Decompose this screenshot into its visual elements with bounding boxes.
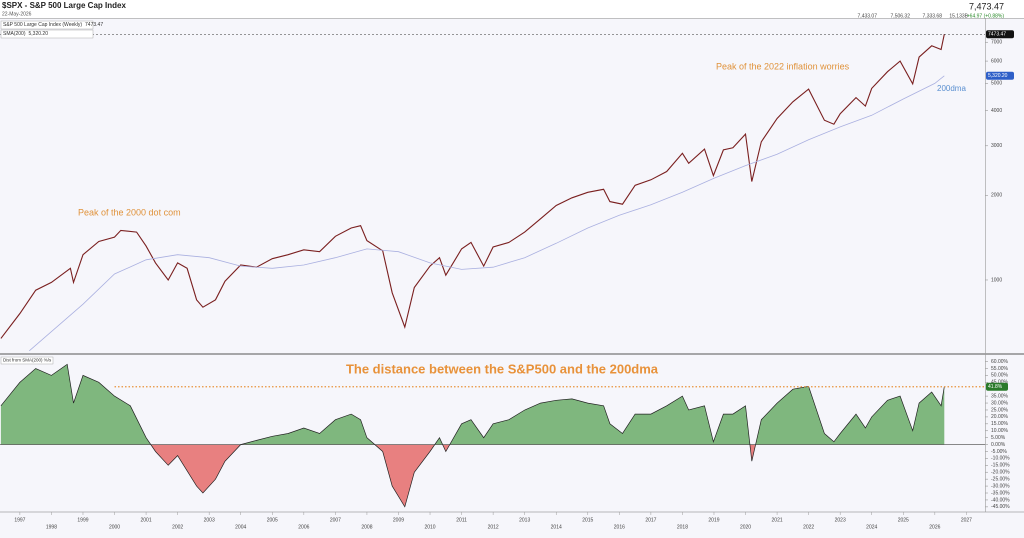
y-tick-label: 1000	[991, 277, 1002, 283]
y-tick-label: 45.00%	[991, 380, 1009, 386]
y-tick-label: 15.00%	[991, 421, 1009, 427]
x-tick-label: 2008	[361, 524, 372, 530]
header-last: 7,473.47	[969, 1, 1004, 11]
x-tick-label: 2006	[298, 524, 309, 530]
y-tick-label: -40.00%	[991, 497, 1010, 503]
x-tick-label: 2002	[172, 524, 183, 530]
annotation: The distance between the S&P500 and the …	[346, 361, 659, 376]
value-marker-label: 41.8%	[988, 384, 1003, 390]
legend-entry: SMA(200) 5,320.20	[3, 31, 48, 37]
y-tick-label: -20.00%	[991, 470, 1010, 476]
y-tick-label: 60.00%	[991, 359, 1009, 365]
x-tick-label: 2004	[235, 524, 246, 530]
x-tick-label: 2022	[803, 524, 814, 530]
area-negative	[150, 444, 756, 507]
price-marker-label: 5,320.20	[988, 73, 1008, 79]
y-tick-label: -10.00%	[991, 456, 1010, 462]
legend-box	[0, 29, 94, 39]
x-tick-label: 2003	[204, 517, 215, 523]
x-tick-label: 2000	[109, 524, 120, 530]
header-open: 7,433.07	[858, 13, 878, 19]
y-tick-label: 50.00%	[991, 373, 1009, 379]
y-tick-label: 10.00%	[991, 428, 1009, 434]
price-line	[0, 34, 945, 339]
y-tick-label: -25.00%	[991, 476, 1010, 482]
legend-name: SMA(200)	[3, 31, 26, 37]
x-tick-label: 1999	[77, 517, 88, 523]
annotation: Peak of the 2000 dot com	[78, 207, 181, 217]
x-tick-label: 2023	[835, 517, 846, 523]
x-tick-label: 2024	[866, 524, 877, 530]
x-tick-label: 2018	[677, 524, 688, 530]
header-title: $SPX - S&P 500 Large Cap Index	[2, 1, 126, 10]
x-tick-label: 2007	[330, 517, 341, 523]
x-tick-label: 2017	[645, 517, 656, 523]
header-date: 22-May-2026	[2, 11, 32, 17]
x-tick-label: 2014	[551, 524, 562, 530]
y-tick-label: 35.00%	[991, 393, 1009, 399]
x-tick-label: 2010	[424, 524, 435, 530]
y-tick-label: 4000	[991, 108, 1002, 114]
y-tick-label: -5.00%	[991, 449, 1007, 455]
y-tick-label: -15.00%	[991, 463, 1010, 469]
y-tick-label: 7000	[991, 40, 1002, 46]
x-tick-label: 2027	[961, 517, 972, 523]
price-line	[29, 75, 945, 352]
header-high: 7,506.32	[891, 13, 911, 19]
distance-line	[0, 363, 945, 508]
y-tick-label: 5.00%	[991, 435, 1006, 441]
header-low: 7,333.68	[923, 13, 943, 19]
y-tick-label: -30.00%	[991, 483, 1010, 489]
y-tick-label: 25.00%	[991, 407, 1009, 413]
y-tick-label: 0.00%	[991, 442, 1006, 448]
x-tick-label: 2026	[929, 524, 940, 530]
annotation: Peak of the 2022 inflation worries	[716, 61, 850, 71]
legend-box	[0, 20, 94, 30]
legend-entry: S&P 500 Large Cap Index (Weekly) 7473.47	[3, 22, 103, 28]
x-tick-label: 2011	[456, 517, 467, 523]
y-tick-label: 55.00%	[991, 366, 1009, 372]
y-tick-label: 5000	[991, 81, 1002, 87]
legend-name: S&P 500 Large Cap Index (Weekly)	[3, 22, 82, 28]
y-tick-label: 30.00%	[991, 400, 1009, 406]
x-tick-label: 1998	[46, 524, 57, 530]
legend-entry: Dist from SMA(200) %/s	[3, 358, 52, 363]
x-tick-label: 2019	[708, 517, 719, 523]
annotation: 200dma	[937, 84, 966, 93]
y-tick-label: 6000	[991, 58, 1002, 64]
x-tick-label: 2021	[772, 517, 783, 523]
price-marker	[986, 71, 1014, 80]
legend-box	[0, 356, 54, 365]
y-tick-label: 20.00%	[991, 414, 1009, 420]
x-tick-label: 2025	[898, 517, 909, 523]
x-tick-label: 1997	[14, 517, 25, 523]
x-tick-label: 2009	[393, 517, 404, 523]
header-volume: 15.133B	[949, 13, 968, 19]
price-marker-label: 7473.47	[988, 32, 1006, 38]
y-tick-label: -35.00%	[991, 490, 1010, 496]
header-bar	[0, 0, 1024, 18]
x-tick-label: 2005	[267, 517, 278, 523]
x-tick-label: 2001	[141, 517, 152, 523]
y-tick-label: 2000	[991, 193, 1002, 199]
x-tick-label: 2013	[519, 517, 530, 523]
y-tick-label: 3000	[991, 143, 1002, 149]
y-tick-label: -45.00%	[991, 504, 1010, 510]
legend-value: 7473.47	[85, 22, 103, 28]
x-tick-label: 2016	[614, 524, 625, 530]
header-change: +64.97 (+0.88%)	[967, 13, 1005, 19]
x-tick-label: 2020	[740, 524, 751, 530]
x-tick-label: 2012	[488, 524, 499, 530]
x-tick-label: 2015	[582, 517, 593, 523]
area-positive	[0, 364, 945, 445]
value-marker	[986, 382, 1008, 391]
legend-value: 5,320.20	[29, 31, 49, 37]
price-marker	[986, 30, 1014, 39]
